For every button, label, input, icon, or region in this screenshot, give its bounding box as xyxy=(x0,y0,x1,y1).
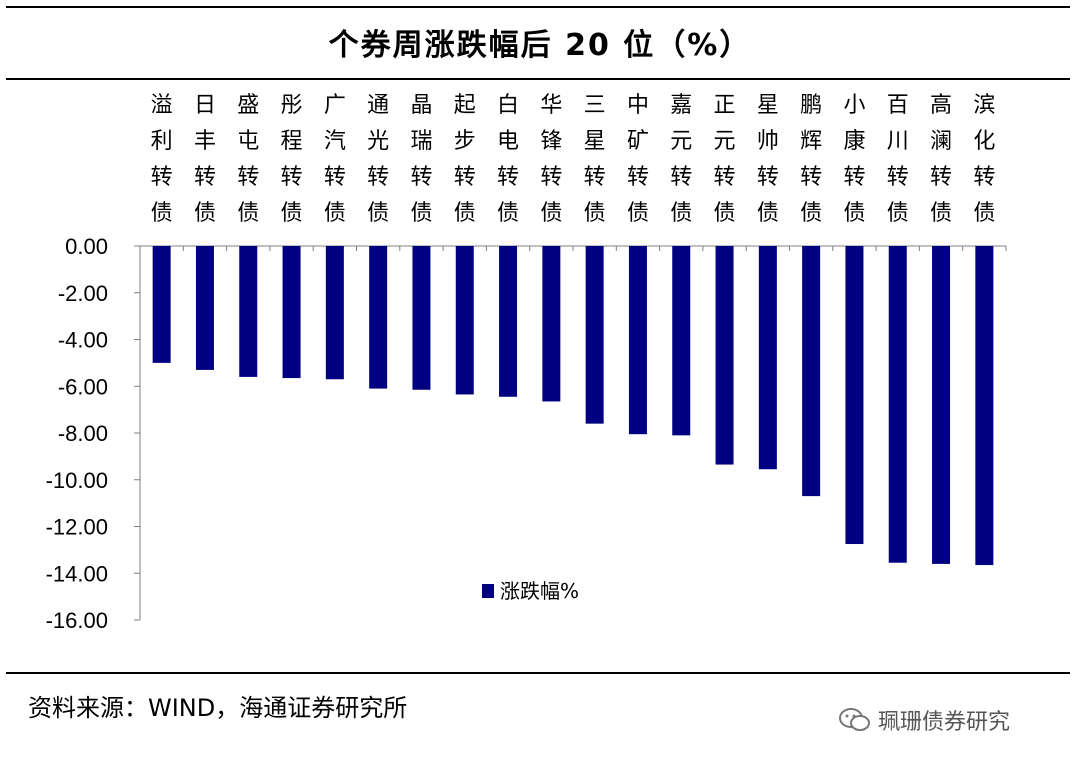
top-rule xyxy=(6,6,1070,8)
bar xyxy=(715,246,734,465)
bar xyxy=(888,246,907,563)
bar xyxy=(239,246,258,377)
bar xyxy=(369,246,388,389)
category-label: 白电转债 xyxy=(497,93,519,226)
bar xyxy=(455,246,474,395)
category-label: 晶瑞转债 xyxy=(410,93,432,226)
category-label: 日丰转债 xyxy=(194,93,216,226)
title-rule xyxy=(6,78,1070,80)
watermark-text: 珮珊债券研究 xyxy=(878,710,1011,735)
bar xyxy=(499,246,518,397)
bar-chart: 0.00 -2.00 -4.00 -6.00 -8.00 -10.00 -12.00 -14.… xyxy=(46,93,1007,633)
bar xyxy=(152,246,171,363)
bar xyxy=(282,246,301,379)
bar xyxy=(628,246,647,435)
y-tick-label: -6.00 xyxy=(58,374,108,399)
category-label: 中矿转债 xyxy=(627,93,649,226)
wechat-icon xyxy=(839,708,870,731)
bar xyxy=(542,246,561,402)
bar xyxy=(585,246,604,424)
y-tick-label: -4.00 xyxy=(58,328,108,353)
source-note: 资料来源：WIND，海通证券研究所 xyxy=(28,694,408,722)
bar xyxy=(412,246,431,390)
chart-title: 个券周涨跌幅后 20 位（%） xyxy=(328,28,752,63)
bar xyxy=(672,246,691,436)
category-label: 滨化转债 xyxy=(973,93,995,226)
category-label: 溢利转债 xyxy=(151,93,173,226)
y-tick-label: -10.00 xyxy=(46,468,108,493)
bottom-rule xyxy=(6,672,1070,674)
bar xyxy=(975,246,994,566)
y-tick-label: -14.00 xyxy=(46,561,108,586)
bar xyxy=(802,246,821,497)
y-tick-label: -16.00 xyxy=(46,608,108,633)
y-tick-label: -12.00 xyxy=(46,515,108,540)
category-label: 三星转债 xyxy=(584,93,606,226)
category-label: 星帅转债 xyxy=(757,93,779,226)
category-label: 小康转债 xyxy=(843,93,865,226)
category-label: 百川转债 xyxy=(887,93,909,226)
category-label: 起步转债 xyxy=(454,93,476,226)
bar xyxy=(195,246,214,370)
category-label: 高澜转债 xyxy=(930,93,952,226)
y-tick-label: -8.00 xyxy=(58,421,108,446)
category-label: 彤程转债 xyxy=(281,93,303,226)
category-label: 鹏辉转债 xyxy=(800,93,822,226)
category-label: 广汽转债 xyxy=(324,93,346,226)
legend-swatch xyxy=(482,584,494,598)
legend-label: 涨跌幅% xyxy=(500,579,579,603)
bar xyxy=(758,246,777,470)
category-label: 嘉元转债 xyxy=(670,93,692,226)
bar xyxy=(325,246,344,380)
bar xyxy=(845,246,864,545)
category-label: 通光转债 xyxy=(367,93,389,226)
category-label: 正元转债 xyxy=(714,93,736,226)
watermark: 珮珊债券研究 xyxy=(838,704,1010,736)
category-label: 华锋转债 xyxy=(540,93,562,226)
y-tick-label: 0.00 xyxy=(65,234,108,259)
bar xyxy=(932,246,951,564)
category-label: 盛屯转债 xyxy=(237,93,259,226)
y-tick-label: -2.00 xyxy=(58,281,108,306)
